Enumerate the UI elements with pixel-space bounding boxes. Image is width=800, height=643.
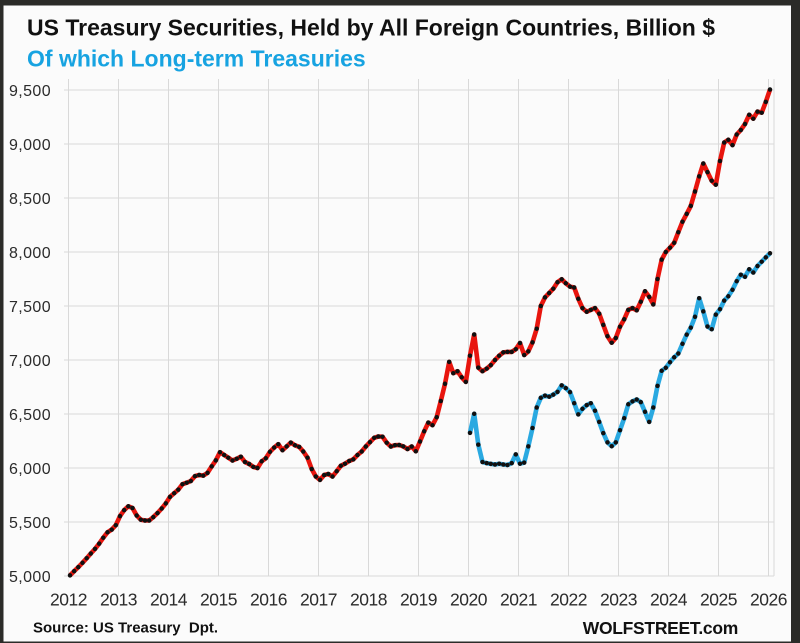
svg-text:9,500: 9,500 [9, 83, 51, 100]
svg-text:2022: 2022 [550, 590, 587, 610]
svg-text:6,000: 6,000 [9, 461, 51, 478]
svg-text:9,000: 9,000 [9, 137, 51, 154]
svg-text:5,000: 5,000 [9, 569, 51, 586]
svg-text:2017: 2017 [300, 590, 337, 610]
svg-text:8,000: 8,000 [9, 245, 51, 262]
svg-text:WOLFSTREET.com: WOLFSTREET.com [583, 618, 738, 638]
svg-text:Source: US Treasury Dpt.: Source: US Treasury Dpt. [33, 620, 218, 637]
svg-text:Of which Long-term Treasuries: Of which Long-term Treasuries [27, 46, 366, 72]
svg-text:2025: 2025 [700, 590, 737, 610]
svg-text:2014: 2014 [150, 590, 188, 610]
svg-text:2019: 2019 [400, 590, 437, 610]
svg-text:7,500: 7,500 [9, 299, 51, 316]
svg-text:5,500: 5,500 [9, 515, 51, 532]
svg-text:8,500: 8,500 [9, 191, 51, 208]
svg-text:US Treasury Securities, Held b: US Treasury Securities, Held by All Fore… [27, 15, 715, 41]
svg-text:2015: 2015 [200, 590, 237, 610]
svg-text:7,000: 7,000 [9, 353, 51, 370]
svg-text:2020: 2020 [450, 590, 488, 610]
svg-text:2013: 2013 [100, 590, 137, 610]
svg-text:2024: 2024 [650, 590, 688, 610]
svg-text:2018: 2018 [350, 590, 387, 610]
svg-text:2021: 2021 [500, 590, 537, 610]
svg-text:2016: 2016 [250, 590, 287, 610]
svg-text:6,500: 6,500 [9, 407, 51, 424]
svg-text:2023: 2023 [600, 590, 637, 610]
svg-text:2012: 2012 [50, 590, 87, 610]
svg-text:2026: 2026 [750, 590, 787, 610]
